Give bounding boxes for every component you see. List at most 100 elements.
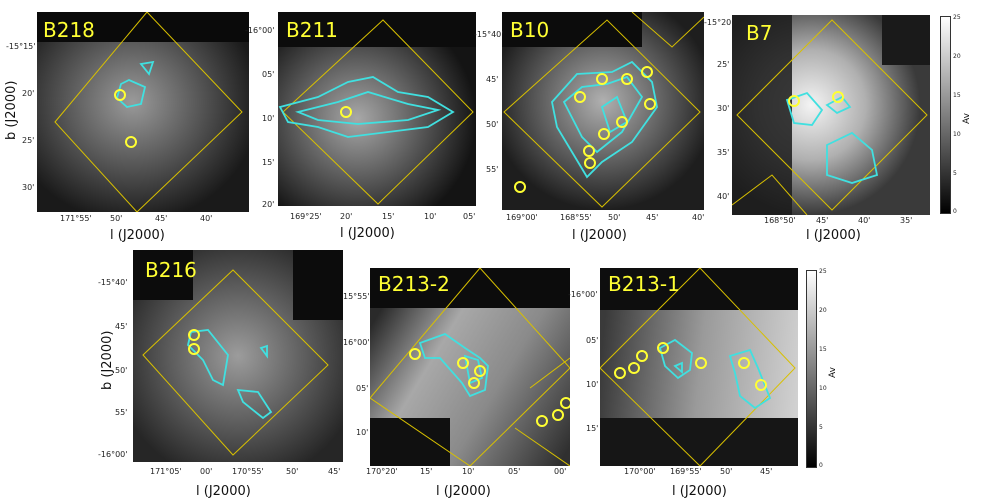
x-tick: 170°55'	[232, 467, 264, 476]
x-tick: 05'	[508, 467, 521, 476]
source-marker	[596, 73, 608, 85]
x-axis-label: l (J2000)	[436, 484, 491, 499]
contour	[562, 75, 644, 154]
panel-b216: B216	[133, 250, 343, 462]
colorbar	[940, 16, 951, 214]
source-marker	[641, 66, 653, 78]
source-marker	[125, 136, 137, 148]
panel-b211: B211	[278, 12, 476, 206]
source-marker	[514, 181, 526, 193]
colorbar-label: Av	[962, 113, 972, 124]
source-marker	[474, 365, 486, 377]
x-axis-label: l (J2000)	[196, 484, 251, 499]
x-tick: 10'	[424, 212, 437, 221]
x-axis-label: l (J2000)	[806, 228, 861, 243]
x-tick: 169°55'	[670, 467, 702, 476]
y-tick: 50'	[115, 366, 128, 375]
colorbar-tick: 10	[819, 385, 827, 392]
y-axis-label: b (J2000)	[4, 80, 19, 140]
y-tick: 05'	[356, 384, 369, 393]
observation-box	[736, 19, 928, 211]
y-tick: 10'	[262, 114, 275, 123]
b216-map	[133, 250, 343, 462]
source-marker	[457, 357, 469, 369]
y-tick: 05'	[586, 336, 599, 345]
colorbar-tick: 5	[819, 424, 823, 431]
source-marker	[584, 157, 596, 169]
x-tick: 00'	[554, 467, 567, 476]
y-tick: 45'	[115, 322, 128, 331]
b211-map	[278, 12, 476, 206]
b10-map	[502, 12, 704, 210]
source-marker	[574, 91, 586, 103]
contour	[236, 388, 273, 420]
y-tick: 30'	[717, 104, 730, 113]
y-tick: -15°40'	[474, 30, 504, 39]
x-tick: 45'	[646, 213, 659, 222]
y-tick: 15'	[262, 158, 275, 167]
b213-2-map	[370, 268, 570, 466]
source-marker	[468, 377, 480, 389]
x-tick: 15'	[420, 467, 433, 476]
x-tick: 168°50'	[764, 216, 796, 225]
x-tick: 45'	[816, 216, 829, 225]
y-tick: -15°15'	[6, 42, 36, 51]
x-axis-label: l (J2000)	[340, 226, 395, 241]
x-tick: 45'	[328, 467, 341, 476]
source-marker	[636, 350, 648, 362]
panel-b10: B10	[502, 12, 704, 210]
x-tick: 168°55'	[560, 213, 592, 222]
x-tick: 45'	[760, 467, 773, 476]
observation-box	[370, 268, 570, 466]
y-tick: 55'	[486, 165, 499, 174]
b7-map	[732, 15, 930, 215]
source-marker	[788, 95, 800, 107]
y-tick: -16°00'	[568, 290, 598, 299]
source-marker	[738, 357, 750, 369]
source-marker	[188, 343, 200, 355]
contour	[295, 91, 442, 125]
observation-box	[503, 19, 701, 208]
panel-b7: B7	[732, 15, 930, 215]
x-axis-label: l (J2000)	[672, 484, 727, 499]
x-tick: 170°00'	[624, 467, 656, 476]
observation-box	[514, 427, 570, 466]
x-tick: 50'	[110, 214, 123, 223]
source-marker	[621, 73, 633, 85]
source-marker	[188, 329, 200, 341]
y-tick: 30'	[22, 183, 35, 192]
x-tick: 05'	[463, 212, 476, 221]
x-tick: 50'	[608, 213, 621, 222]
y-tick: 25'	[22, 136, 35, 145]
y-tick: 10'	[356, 428, 369, 437]
y-tick: 20'	[262, 200, 275, 209]
x-tick: 15'	[382, 212, 395, 221]
y-tick: 05'	[262, 70, 275, 79]
colorbar-tick: 15	[819, 346, 827, 353]
contour	[825, 95, 852, 115]
source-marker	[657, 342, 669, 354]
x-tick: 45'	[155, 214, 168, 223]
contour	[551, 60, 658, 179]
y-tick: 35'	[717, 148, 730, 157]
source-marker	[340, 106, 352, 118]
y-tick: 25'	[717, 60, 730, 69]
y-axis-label: b (J2000)	[100, 330, 115, 390]
y-tick: 20'	[22, 89, 35, 98]
x-axis-label: l (J2000)	[572, 228, 627, 243]
y-tick: 45'	[486, 75, 499, 84]
y-tick: 16°00'	[343, 338, 370, 347]
y-tick: 15°55'	[343, 292, 370, 301]
y-tick: -15°20'	[704, 18, 734, 27]
panel-b218: B218	[37, 12, 249, 212]
panel-b213-2: B213-2	[370, 268, 570, 466]
observation-box	[529, 357, 570, 389]
y-tick: 50'	[486, 120, 499, 129]
source-marker	[755, 379, 767, 391]
x-tick: 170°20'	[366, 467, 398, 476]
contour	[418, 332, 489, 398]
y-tick: 40'	[717, 192, 730, 201]
x-tick: 40'	[692, 213, 705, 222]
observation-box	[631, 12, 704, 48]
x-axis-label: l (J2000)	[110, 228, 165, 243]
